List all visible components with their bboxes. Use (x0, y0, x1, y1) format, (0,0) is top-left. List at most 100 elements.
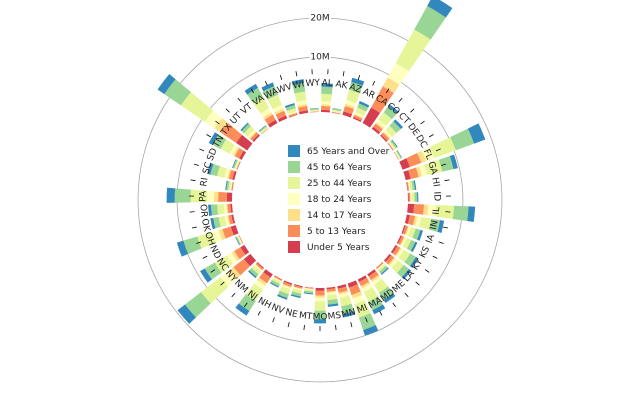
bar-segment (410, 192, 411, 202)
bar-segment (232, 146, 240, 157)
bar-segment (236, 134, 253, 151)
bar-segment (405, 226, 410, 236)
state-tick (196, 241, 202, 244)
bar-segment (200, 268, 212, 283)
bar-segment (309, 108, 319, 110)
bar-segment (408, 167, 419, 179)
bar-segment (277, 294, 288, 300)
bar-segment (395, 247, 402, 257)
bar-segment (387, 104, 399, 114)
bar-segment (274, 108, 285, 115)
state-tick (420, 120, 425, 125)
bar-segment (232, 182, 234, 191)
bar-segment (416, 192, 419, 202)
bar-segment (467, 123, 486, 144)
state-label: RI (199, 177, 210, 187)
bar-segment (293, 285, 303, 289)
bar-segment (236, 161, 241, 170)
bar-segment (404, 253, 416, 267)
bar-segment (372, 304, 386, 315)
bar-segment (343, 106, 355, 115)
bar-segment (417, 229, 424, 241)
bar-segment (408, 181, 411, 191)
bar-segment (230, 181, 233, 191)
bar-segment (285, 104, 296, 111)
bar-segment (261, 128, 269, 135)
bar-segment (287, 111, 297, 115)
bar-segment (354, 113, 363, 119)
bar-segment (385, 255, 395, 265)
bar-segment (383, 293, 396, 303)
bar-segment (226, 252, 238, 265)
bar-segment (314, 301, 326, 311)
bar-segment (327, 293, 338, 301)
bar-segment (294, 284, 303, 288)
bar-segment (394, 151, 400, 160)
bar-segment (387, 62, 409, 85)
bar-segment (254, 279, 266, 290)
bar-segment (294, 91, 307, 103)
bar-segment (413, 204, 425, 215)
legend-label: 5 to 13 Years (307, 227, 366, 237)
bar-segment (227, 203, 232, 214)
legend-label: 18 to 24 Years (307, 195, 372, 205)
bar-segment (393, 119, 403, 130)
state-tick (432, 255, 438, 259)
bar-segment (415, 166, 423, 178)
bar-segment (267, 94, 282, 110)
bar-segment (396, 150, 402, 159)
bar-segment (220, 270, 237, 287)
bar-segment (218, 229, 226, 241)
bar-segment (428, 218, 440, 232)
legend-swatch (288, 241, 300, 253)
state-tick (193, 163, 199, 166)
bar-segment (406, 181, 410, 191)
state-tick (365, 317, 368, 323)
state-label: ID (431, 191, 441, 201)
bar-segment (226, 215, 231, 225)
bar-segment (390, 140, 398, 149)
state-label: OR (197, 204, 208, 218)
bar-segment (395, 29, 431, 72)
state-label: IA (425, 232, 438, 244)
bar-segment (314, 310, 326, 320)
bar-segment (362, 107, 381, 128)
bar-segment (375, 122, 385, 130)
bar-segment (351, 77, 365, 86)
bar-segment (309, 108, 319, 111)
bar-segment (355, 107, 367, 117)
legend: Under 5 Years 5 to 13 Years 14 to 17 Years… (288, 145, 390, 253)
bar-segment (228, 181, 232, 191)
bar-segment (352, 294, 365, 305)
bar-segment (270, 279, 280, 287)
y-tick-label: 10M (310, 53, 329, 63)
bar-segment (282, 281, 292, 288)
bar-segment (207, 162, 214, 175)
bar-segment (407, 203, 415, 214)
bars (157, 0, 486, 336)
bar-segment (314, 297, 326, 302)
bar-segment (176, 240, 189, 257)
bar-segment (240, 122, 249, 132)
bar-segment (239, 150, 247, 160)
bar-segment (374, 279, 388, 293)
state-label: DC (413, 134, 428, 150)
bar-segment (402, 225, 409, 235)
bar-segment (373, 123, 383, 133)
bar-segment (293, 287, 303, 291)
bar-segment (230, 181, 233, 191)
state-tick (342, 71, 345, 77)
bar-segment (220, 139, 235, 154)
bar-segment (391, 139, 398, 148)
bar-segment (402, 238, 412, 249)
state-tick (410, 108, 415, 113)
bar-segment (413, 180, 417, 191)
bar-segment (427, 204, 436, 217)
bar-segment (321, 104, 331, 107)
bar-segment (396, 248, 404, 258)
bar-segment (411, 180, 416, 191)
bar-segment (315, 295, 325, 298)
bar-segment (421, 146, 435, 162)
bar-segment (234, 247, 246, 260)
bar-segment (304, 287, 314, 290)
